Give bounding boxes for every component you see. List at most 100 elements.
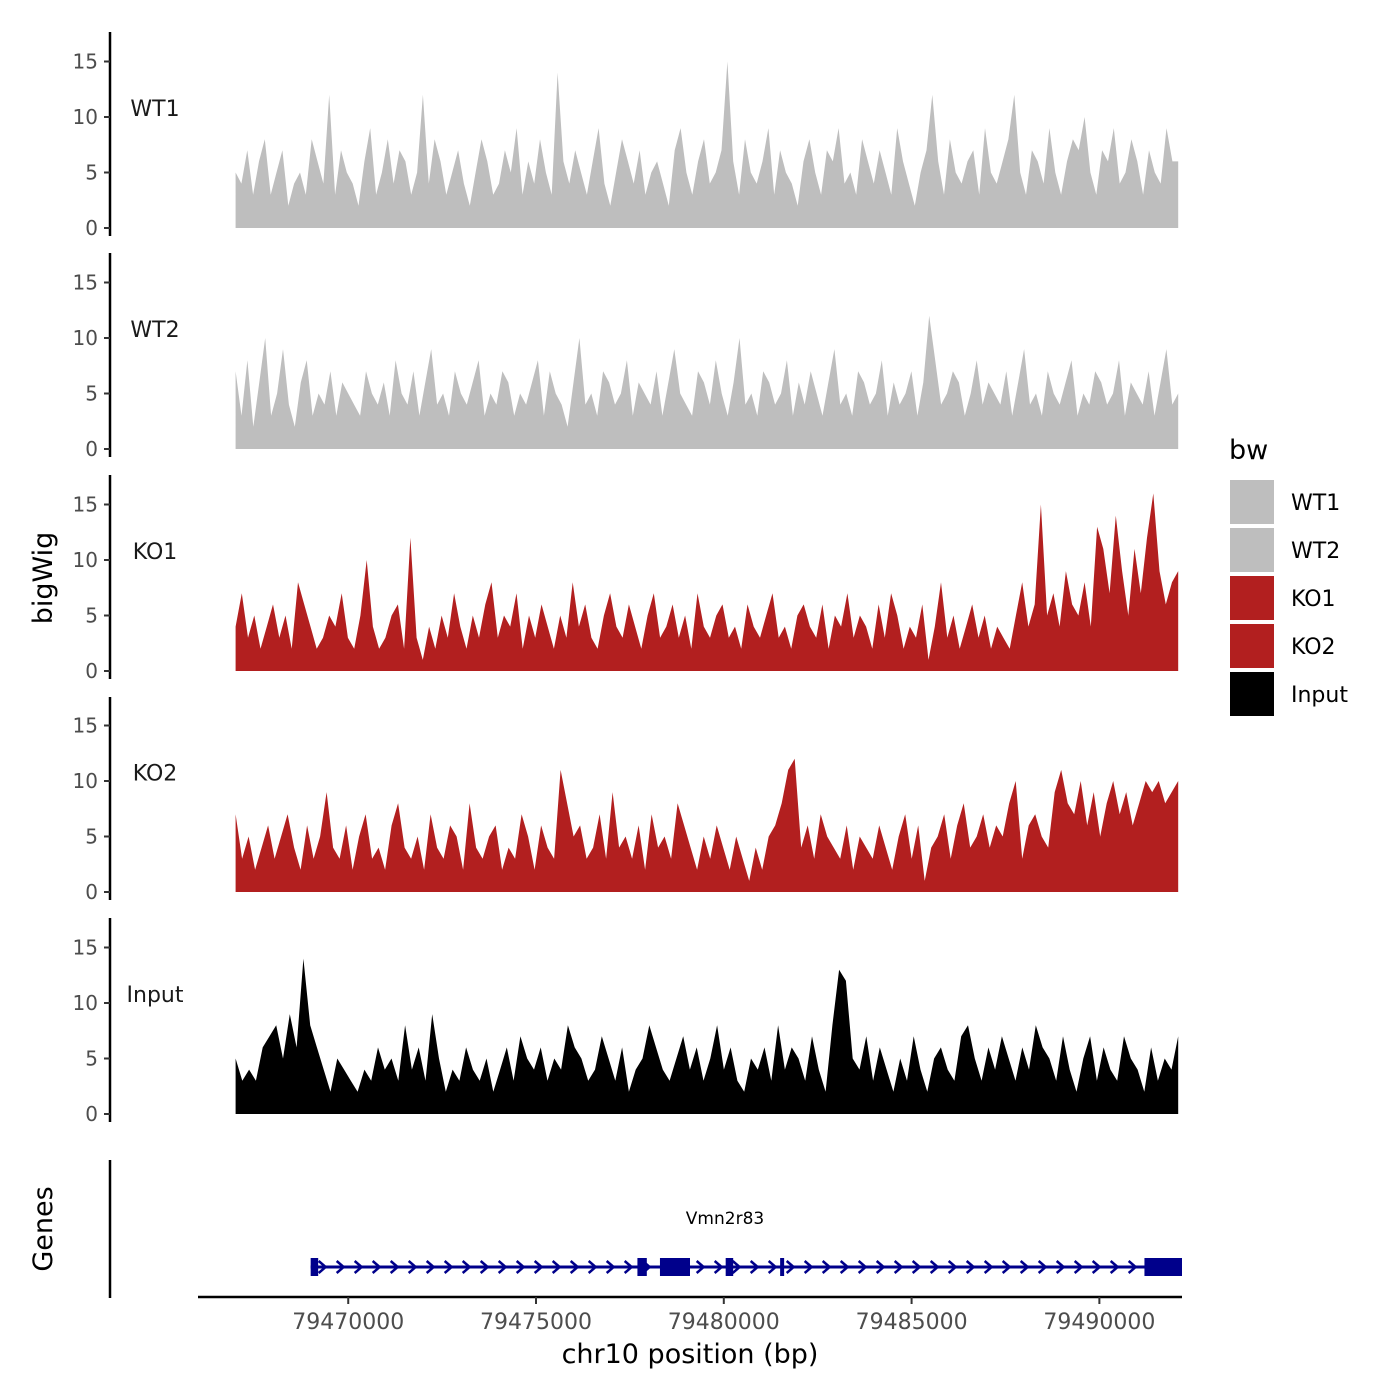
strand-arrow	[767, 1260, 778, 1274]
track-wt1: 0 5 10 15 WT1	[73, 32, 1179, 240]
bigwig-tracks: 0 5 10 15 WT1 0 5 10 15 WT2 0 5 10 15 KO1 0 5 10 15 KO2 0 5 10…	[28, 32, 1179, 1126]
x-tick-label: 79480000	[668, 1310, 780, 1335]
x-axis: 79470000 79475000 79480000 79485000 79490000…	[198, 1295, 1182, 1370]
strand-arrow	[623, 1260, 634, 1274]
legend-label-wt1: WT1	[1291, 491, 1340, 516]
x-tick-label: 79475000	[480, 1310, 592, 1335]
strand-arrow	[929, 1260, 940, 1274]
strand-arrow	[353, 1260, 364, 1274]
y-tick-label: 15	[73, 50, 98, 74]
legend-swatch-input	[1230, 672, 1274, 716]
strand-arrow	[1073, 1260, 1084, 1274]
strand-arrow	[695, 1260, 706, 1274]
y-tick-label: 10	[73, 769, 98, 793]
strand-arrow	[515, 1260, 526, 1274]
y-tick-label: 5	[85, 604, 98, 628]
strand-arrow	[911, 1260, 922, 1274]
coverage-area	[235, 493, 1179, 671]
legend-label-ko2: KO2	[1291, 635, 1336, 660]
legend-swatch-ko1	[1230, 576, 1274, 620]
y-tick-label: 0	[85, 216, 98, 240]
exon-block	[310, 1258, 319, 1276]
coverage-area	[235, 758, 1179, 892]
strand-arrow	[587, 1260, 598, 1274]
y-tick-label: 0	[85, 659, 98, 683]
y-tick-label: 0	[85, 1102, 98, 1126]
track-label: Input	[127, 983, 184, 1008]
legend-swatch-wt1	[1230, 480, 1274, 524]
strand-arrow	[857, 1260, 868, 1274]
strand-arrow	[821, 1260, 832, 1274]
exon-block	[780, 1258, 785, 1276]
gene-name-label: Vmn2r83	[686, 1209, 764, 1229]
strand-arrow	[497, 1260, 508, 1274]
strand-arrow	[731, 1260, 742, 1274]
exon-block	[1144, 1258, 1182, 1276]
gene-track: Genes Vmn2r83	[28, 1160, 1182, 1298]
legend-title: bw	[1229, 435, 1268, 466]
y-tick-label: 5	[85, 382, 98, 406]
y-tick-label: 10	[73, 326, 98, 350]
track-wt2: 0 5 10 15 WT2	[73, 253, 1179, 461]
coverage-area	[235, 958, 1179, 1114]
coverage-area	[235, 61, 1179, 228]
strand-arrow	[317, 1260, 328, 1274]
legend-label-ko1: KO1	[1291, 587, 1336, 612]
strand-arrow	[803, 1260, 814, 1274]
y-tick-label: 15	[73, 714, 98, 738]
strand-arrow	[443, 1260, 454, 1274]
strand-arrow	[1001, 1260, 1012, 1274]
x-tick-label: 79470000	[292, 1310, 404, 1335]
y-tick-label: 15	[73, 493, 98, 517]
y-tick-label: 15	[73, 936, 98, 960]
x-tick-label: 79490000	[1043, 1310, 1155, 1335]
strand-arrow	[335, 1260, 346, 1274]
gene-panel-title: Genes	[28, 1186, 59, 1271]
strand-arrow	[713, 1260, 724, 1274]
legend-label-input: Input	[1291, 683, 1348, 708]
strand-arrow	[605, 1260, 616, 1274]
y-tick-label: 10	[73, 991, 98, 1015]
strand-arrow	[389, 1260, 400, 1274]
y-tick-label: 10	[73, 105, 98, 129]
strand-arrow	[479, 1260, 490, 1274]
track-ko1: 0 5 10 15 KO1	[73, 475, 1179, 683]
strand-arrow	[425, 1260, 436, 1274]
strand-arrow	[749, 1260, 760, 1274]
strand-arrow	[533, 1260, 544, 1274]
coverage-area	[235, 315, 1179, 449]
strand-arrow	[983, 1260, 994, 1274]
track-label: WT2	[130, 318, 179, 343]
y-tick-label: 0	[85, 880, 98, 904]
y-tick-label: 5	[85, 1047, 98, 1071]
track-label: KO1	[133, 540, 178, 565]
strand-arrow	[965, 1260, 976, 1274]
y-tick-label: 0	[85, 437, 98, 461]
exon-block	[725, 1258, 734, 1276]
legend-swatch-wt2	[1230, 528, 1274, 572]
strand-arrow	[1109, 1260, 1120, 1274]
strand-arrow	[875, 1260, 886, 1274]
track-label: KO2	[133, 762, 178, 787]
y-tick-label: 15	[73, 271, 98, 295]
x-tick-label: 79485000	[856, 1310, 968, 1335]
strand-arrow	[839, 1260, 850, 1274]
exon-block	[637, 1258, 647, 1276]
track-ko2: 0 5 10 15 KO2	[73, 697, 1179, 904]
y-tick-label: 5	[85, 161, 98, 185]
y-tick-label: 5	[85, 825, 98, 849]
y-tick-label: 10	[73, 548, 98, 572]
track-label: WT1	[130, 97, 179, 122]
track-input: 0 5 10 15 Input	[73, 918, 1179, 1126]
y-axis-title: bigWig	[28, 532, 59, 625]
strand-arrow	[1019, 1260, 1030, 1274]
exon-block	[659, 1258, 690, 1276]
strand-arrow	[371, 1260, 382, 1274]
legend-swatch-ko2	[1230, 624, 1274, 668]
x-axis-title: chr10 position (bp)	[562, 1339, 819, 1370]
strand-arrow	[569, 1260, 580, 1274]
legend-label-wt2: WT2	[1291, 539, 1340, 564]
strand-arrow	[893, 1260, 904, 1274]
strand-arrow	[947, 1260, 958, 1274]
